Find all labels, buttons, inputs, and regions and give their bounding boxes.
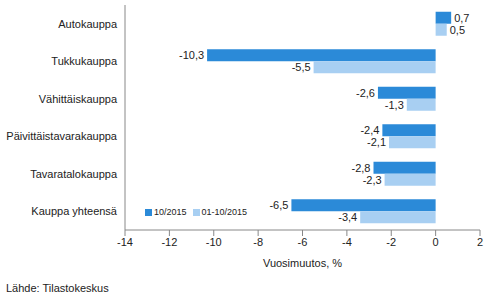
svg-text:0: 0 <box>433 236 439 248</box>
html-text:Lähde: Tilastokeskus: Lähde: Tilastokeskus <box>6 282 109 294</box>
svg-text:-2,1: -2,1 <box>367 136 386 148</box>
svg-text:-4: -4 <box>342 236 352 248</box>
svg-text:Kauppa yhteensä: Kauppa yhteensä <box>31 205 118 217</box>
svg-text:0,7: 0,7 <box>454 12 469 24</box>
svg-text:-6,5: -6,5 <box>269 199 288 211</box>
svg-text:Vähittäiskauppa: Vähittäiskauppa <box>39 93 118 105</box>
svg-text:-3,4: -3,4 <box>338 211 357 223</box>
svg-text:2: 2 <box>477 236 483 248</box>
svg-text:Autokauppa: Autokauppa <box>58 18 118 30</box>
svg-text:-2,4: -2,4 <box>360 124 379 136</box>
svg-text:-2,6: -2,6 <box>356 87 375 99</box>
svg-text:0,5: 0,5 <box>450 24 465 36</box>
svg-text:-6: -6 <box>298 236 308 248</box>
svg-text:-10,3: -10,3 <box>179 49 204 61</box>
svg-text:Tukkukauppa: Tukkukauppa <box>51 55 118 67</box>
svg-text:-2: -2 <box>386 236 396 248</box>
svg-text:-1,3: -1,3 <box>385 99 404 111</box>
svg-text:-14: -14 <box>117 236 133 248</box>
html-text:01-10/2015: 01-10/2015 <box>201 207 248 217</box>
svg-text:-5,5: -5,5 <box>292 61 311 73</box>
svg-text:-8: -8 <box>253 236 263 248</box>
svg-text:-2,8: -2,8 <box>352 162 371 174</box>
svg-text:Vuosimuutos, %: Vuosimuutos, % <box>263 257 342 269</box>
svg-text:-2,3: -2,3 <box>363 174 382 186</box>
svg-text:Päivittäistavarakauppa: Päivittäistavarakauppa <box>8 130 118 142</box>
svg-text:-10: -10 <box>206 236 222 248</box>
svg-text:-12: -12 <box>161 236 177 248</box>
svg-text:Tavaratalokauppa: Tavaratalokauppa <box>30 168 118 180</box>
html-text:10/2015: 10/2015 <box>154 207 187 217</box>
